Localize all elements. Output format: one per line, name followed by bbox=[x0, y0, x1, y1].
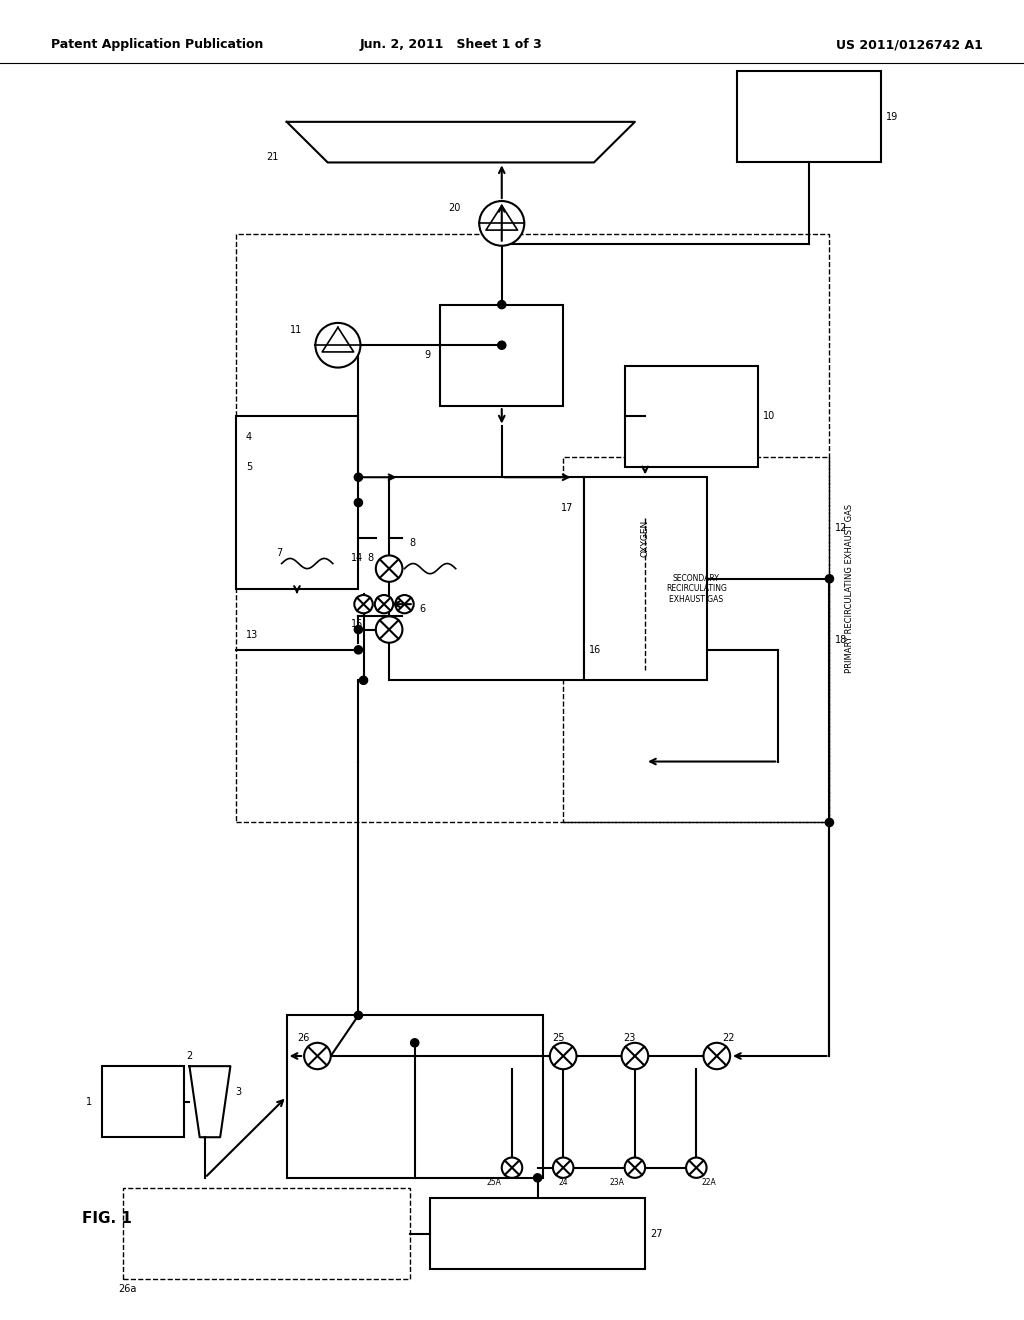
Text: 26a: 26a bbox=[118, 1284, 136, 1295]
Text: 14: 14 bbox=[351, 553, 364, 564]
Circle shape bbox=[354, 645, 362, 653]
Text: Jun. 2, 2011   Sheet 1 of 3: Jun. 2, 2011 Sheet 1 of 3 bbox=[359, 38, 542, 51]
Circle shape bbox=[550, 1043, 577, 1069]
Polygon shape bbox=[287, 121, 635, 162]
Text: 13: 13 bbox=[246, 630, 258, 640]
Text: 5: 5 bbox=[246, 462, 252, 473]
Circle shape bbox=[376, 616, 402, 643]
Text: 1: 1 bbox=[86, 1097, 92, 1106]
Bar bbox=[440, 305, 563, 407]
Circle shape bbox=[703, 1043, 730, 1069]
Circle shape bbox=[354, 1011, 362, 1019]
Text: 25: 25 bbox=[552, 1032, 564, 1043]
Circle shape bbox=[375, 595, 393, 614]
Text: 16: 16 bbox=[589, 645, 601, 655]
Bar bbox=[236, 234, 829, 822]
Circle shape bbox=[498, 341, 506, 350]
Circle shape bbox=[534, 1173, 542, 1181]
Text: Patent Application Publication: Patent Application Publication bbox=[51, 38, 263, 51]
Circle shape bbox=[479, 201, 524, 246]
Text: 15: 15 bbox=[351, 619, 364, 630]
Bar bbox=[287, 1015, 543, 1177]
Bar bbox=[123, 1188, 410, 1279]
Text: 19: 19 bbox=[886, 112, 898, 121]
Circle shape bbox=[411, 1039, 419, 1047]
Text: 20: 20 bbox=[449, 203, 461, 213]
Text: 11: 11 bbox=[290, 325, 302, 335]
Bar bbox=[737, 71, 881, 162]
Circle shape bbox=[376, 556, 402, 582]
Text: 8: 8 bbox=[410, 539, 416, 548]
Bar bbox=[236, 416, 358, 589]
Text: OXYGEN: OXYGEN bbox=[641, 520, 649, 557]
Circle shape bbox=[354, 499, 362, 507]
Circle shape bbox=[625, 1158, 645, 1177]
Text: FIG. 1: FIG. 1 bbox=[82, 1210, 132, 1226]
Text: 6: 6 bbox=[420, 605, 426, 614]
Bar bbox=[430, 1199, 645, 1270]
Bar bbox=[625, 366, 758, 467]
Text: 22A: 22A bbox=[701, 1179, 716, 1188]
Circle shape bbox=[354, 473, 362, 482]
Circle shape bbox=[622, 1043, 648, 1069]
Circle shape bbox=[315, 323, 360, 367]
Bar bbox=[563, 457, 829, 822]
Circle shape bbox=[354, 595, 373, 614]
Text: 3: 3 bbox=[236, 1086, 242, 1097]
Text: 23A: 23A bbox=[609, 1179, 625, 1188]
Circle shape bbox=[498, 301, 506, 309]
Text: 9: 9 bbox=[424, 350, 430, 360]
Circle shape bbox=[395, 595, 414, 614]
Text: PRIMARY RECIRCULATING EXHAUST GAS: PRIMARY RECIRCULATING EXHAUST GAS bbox=[846, 504, 854, 673]
Text: 23: 23 bbox=[624, 1032, 636, 1043]
Bar bbox=[389, 478, 584, 680]
Text: US 2011/0126742 A1: US 2011/0126742 A1 bbox=[837, 38, 983, 51]
Bar bbox=[584, 478, 707, 680]
Text: 22: 22 bbox=[722, 1032, 734, 1043]
Text: 12: 12 bbox=[835, 523, 847, 533]
Text: 18: 18 bbox=[835, 635, 847, 644]
Text: 17: 17 bbox=[561, 503, 573, 512]
Text: 8: 8 bbox=[368, 553, 374, 564]
Circle shape bbox=[304, 1043, 331, 1069]
Text: 27: 27 bbox=[650, 1229, 663, 1238]
Circle shape bbox=[553, 1158, 573, 1177]
Text: 7: 7 bbox=[276, 548, 283, 558]
Circle shape bbox=[502, 1158, 522, 1177]
Text: 4: 4 bbox=[246, 432, 252, 442]
Polygon shape bbox=[189, 1067, 230, 1138]
Text: 25A: 25A bbox=[486, 1179, 502, 1188]
Circle shape bbox=[825, 818, 834, 826]
Text: SECONDARY
RECIRCULATING
EXHAUST GAS: SECONDARY RECIRCULATING EXHAUST GAS bbox=[666, 574, 727, 603]
Text: 10: 10 bbox=[763, 412, 775, 421]
Circle shape bbox=[354, 626, 362, 634]
Circle shape bbox=[359, 676, 368, 684]
Circle shape bbox=[686, 1158, 707, 1177]
Text: 24: 24 bbox=[558, 1179, 568, 1188]
Circle shape bbox=[825, 574, 834, 583]
Text: 26: 26 bbox=[297, 1032, 309, 1043]
Text: 21: 21 bbox=[266, 152, 279, 162]
Bar bbox=[102, 1067, 184, 1138]
Text: 2: 2 bbox=[186, 1051, 193, 1061]
